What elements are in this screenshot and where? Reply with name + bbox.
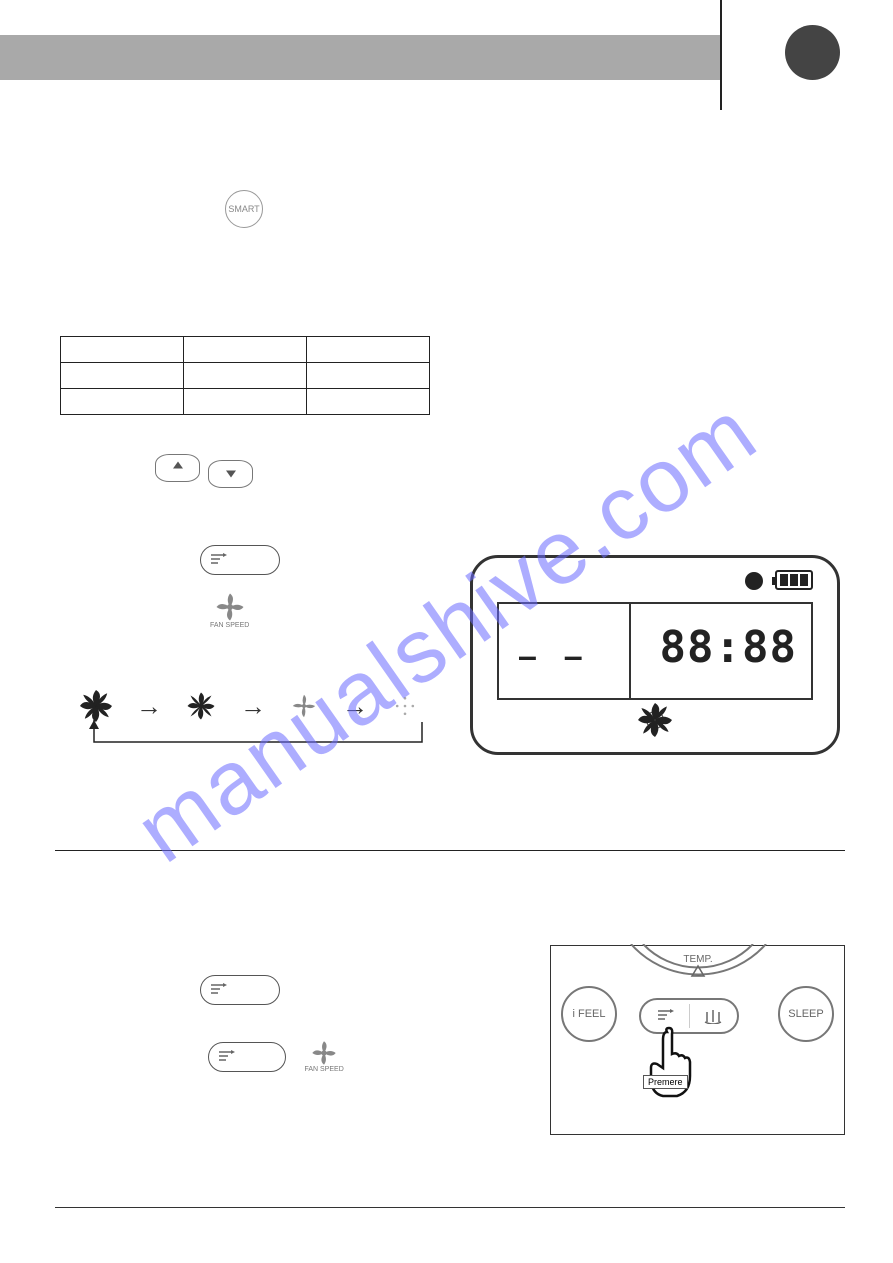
header-vertical-rule [720, 0, 722, 110]
fan-speed-icon: FAN SPEED [210, 592, 249, 629]
lcd-fan-mode-icon: A [638, 703, 672, 742]
lcd-inner-frame: — — 88:88 [497, 602, 813, 700]
swing-button-row-2 [200, 975, 280, 1005]
table-row [61, 363, 430, 389]
section-divider [55, 850, 845, 851]
fan-high-icon [186, 691, 216, 721]
fan-auto-icon [80, 690, 112, 722]
lcd-divider [629, 604, 631, 698]
battery-icon [775, 570, 813, 590]
fan-speed-row: FAN SPEED [210, 592, 249, 629]
fan-speed-label: FAN SPEED [210, 622, 249, 629]
loop-arrow [82, 720, 424, 750]
table-row [61, 337, 430, 363]
fan-sequence: → → → [60, 680, 460, 750]
temp-buttons-row [155, 454, 253, 482]
mode-table [60, 336, 430, 415]
arrow-icon: → [342, 691, 368, 722]
swing-fan-row: FAN SPEED [208, 1040, 344, 1073]
hand-pointer-icon [639, 1026, 699, 1111]
fan-speed-icon: FAN SPEED [304, 1040, 343, 1073]
ifeel-label: i FEEL [572, 1008, 605, 1020]
temp-up-icon [155, 454, 200, 482]
temp-down-icon [208, 460, 253, 488]
svg-text:TEMP.: TEMP. [683, 954, 712, 965]
lcd-panel: — — 88:88 A [470, 555, 840, 755]
remote-diagram: TEMP. i FEEL SLEEP Premere [550, 945, 845, 1135]
press-label: Premere [643, 1075, 688, 1089]
arrow-icon: → [136, 691, 162, 722]
swing-left-icon [655, 1009, 675, 1023]
page-number-circle [785, 25, 840, 80]
lcd-time-display: 88:88 [660, 622, 797, 673]
swing-right-icon [703, 1008, 723, 1024]
swing-button-icon [200, 545, 280, 575]
sleep-button[interactable]: SLEEP [778, 986, 834, 1042]
fan-low-icon [392, 693, 418, 719]
moon-icon [745, 572, 763, 590]
sleep-label: SLEEP [788, 1008, 823, 1020]
swing-button-row [200, 545, 280, 575]
lcd-temp-display: — — [519, 640, 588, 673]
swing-glyph-icon [209, 553, 227, 567]
fan-mid-icon [290, 692, 318, 720]
arrow-icon: → [240, 691, 266, 722]
footer-rule [55, 1207, 845, 1208]
smart-button-row: SMART [225, 190, 263, 228]
table-row [61, 389, 430, 415]
swing-button-icon [200, 975, 280, 1005]
fan-speed-label: FAN SPEED [304, 1066, 343, 1073]
ifeel-button[interactable]: i FEEL [561, 986, 617, 1042]
swing-button-icon [208, 1042, 286, 1072]
smart-button-icon: SMART [225, 190, 263, 228]
header-bar [0, 35, 720, 80]
